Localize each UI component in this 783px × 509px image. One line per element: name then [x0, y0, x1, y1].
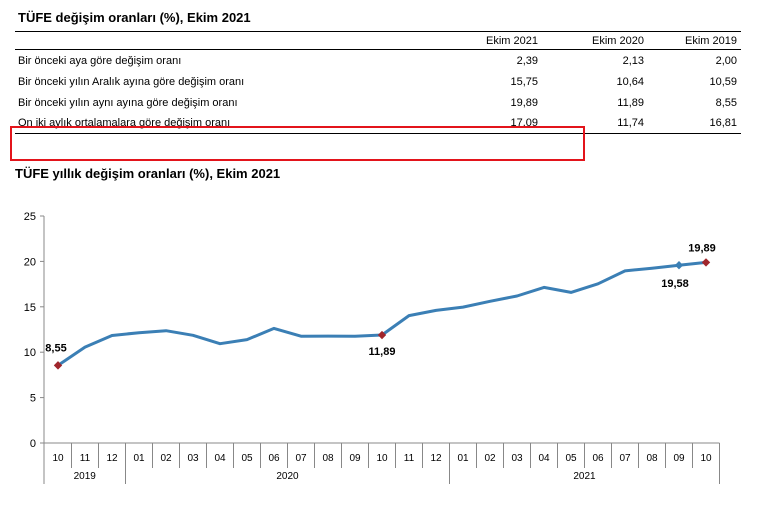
x-tick-label: 07	[619, 453, 631, 464]
x-tick-label: 03	[511, 453, 523, 464]
data-point	[488, 300, 492, 303]
y-tick-label: 10	[24, 347, 36, 359]
year-label: 2020	[276, 471, 299, 482]
x-tick-label: 08	[322, 453, 334, 464]
y-tick-label: 5	[30, 393, 36, 405]
chart-title: TÜFE yıllık değişim oranları (%), Ekim 2…	[15, 166, 281, 181]
data-point	[164, 329, 168, 332]
x-tick-label: 10	[52, 453, 64, 464]
x-tick-label: 04	[214, 453, 226, 464]
data-point	[569, 291, 573, 294]
highlight-marker	[377, 330, 387, 340]
cell-value: 10,64	[616, 75, 644, 88]
x-tick-label: 10	[700, 453, 712, 464]
cell-value: 10,59	[709, 75, 737, 88]
data-label: 8,55	[45, 342, 66, 354]
x-tick-label: 05	[241, 453, 253, 464]
data-point	[83, 345, 87, 349]
data-point	[515, 294, 519, 298]
x-tick-label: 10	[376, 453, 388, 464]
highlight-marker	[701, 258, 711, 267]
cell-value: 11,89	[617, 96, 644, 109]
header-empty	[15, 32, 414, 50]
data-point	[650, 267, 654, 270]
table-header-row: Ekim 2021 Ekim 2020 Ekim 2019	[15, 31, 741, 50]
row-label: Bir önceki yılın aynı ayına göre değişim…	[18, 96, 238, 109]
table-row: Bir önceki yılın Aralık ayına göre değiş…	[15, 71, 741, 92]
data-point	[434, 309, 438, 312]
x-tick-label: 06	[592, 453, 604, 464]
highlight-marker	[674, 261, 684, 270]
x-tick-label: 04	[538, 453, 550, 464]
row-label: On iki aylık ortalamalara göre değişim o…	[15, 113, 414, 134]
x-tick-label: 09	[673, 453, 685, 464]
x-tick-label: 11	[80, 453, 91, 464]
table-row: Bir önceki aya göre değişim oranı 2,39 2…	[15, 50, 741, 72]
cell-value: 19,89	[510, 96, 538, 109]
column-header: Ekim 2021	[486, 35, 538, 47]
cell-value: 11,74	[542, 113, 648, 134]
data-point	[596, 282, 600, 286]
data-point	[110, 334, 114, 337]
cell-value: 8,55	[715, 96, 737, 109]
y-tick-label: 25	[24, 211, 36, 223]
year-label: 2019	[74, 471, 97, 482]
data-point	[272, 327, 276, 330]
cell-value: 2,13	[622, 54, 644, 67]
table-row: Bir önceki yılın aynı ayına göre değişim…	[15, 92, 741, 113]
data-point	[137, 331, 141, 334]
x-tick-label: 09	[349, 453, 361, 464]
data-label: 11,89	[369, 346, 396, 358]
x-tick-label: 12	[106, 453, 118, 464]
x-tick-label: 07	[295, 453, 307, 464]
x-tick-label: 12	[430, 453, 442, 464]
x-tick-label: 11	[404, 453, 415, 464]
x-tick-label: 02	[484, 453, 496, 464]
cell-value: 16,81	[648, 113, 741, 134]
data-point	[461, 305, 465, 309]
x-tick-label: 06	[268, 453, 280, 464]
row-label: Bir önceki aya göre değişim oranı	[18, 54, 182, 67]
cell-value: 17,09	[414, 113, 542, 134]
y-tick-label: 15	[24, 302, 36, 314]
column-header: Ekim 2020	[592, 35, 644, 47]
data-point	[407, 314, 411, 317]
cell-value: 15,75	[510, 75, 538, 88]
data-point	[353, 335, 357, 338]
x-tick-label: 02	[160, 453, 172, 464]
data-label: 19,58	[661, 278, 689, 290]
data-point	[623, 269, 627, 273]
x-tick-label: 01	[457, 453, 469, 464]
cpi-table: Ekim 2021 Ekim 2020 Ekim 2019 Bir önceki…	[15, 31, 741, 134]
x-tick-label: 08	[646, 453, 658, 464]
y-tick-label: 0	[30, 438, 36, 450]
row-label: Bir önceki yılın Aralık ayına göre değiş…	[18, 75, 245, 88]
data-point	[542, 286, 546, 289]
x-tick-label: 05	[565, 453, 577, 464]
table-title: TÜFE değişim oranları (%), Ekim 2021	[18, 10, 251, 25]
y-tick-label: 20	[24, 256, 36, 268]
cell-value: 2,39	[516, 54, 538, 67]
data-point	[245, 338, 249, 341]
year-label: 2021	[573, 471, 596, 482]
column-header: Ekim 2019	[685, 35, 737, 47]
data-point	[326, 334, 330, 338]
cell-value: 2,00	[715, 54, 737, 67]
data-label: 19,89	[688, 242, 716, 254]
data-point	[191, 334, 195, 337]
x-tick-label: 01	[133, 453, 145, 464]
data-point	[299, 335, 303, 338]
table-row: On iki aylık ortalamalara göre değişim o…	[15, 113, 741, 134]
data-point	[218, 342, 222, 345]
x-tick-label: 03	[187, 453, 199, 464]
